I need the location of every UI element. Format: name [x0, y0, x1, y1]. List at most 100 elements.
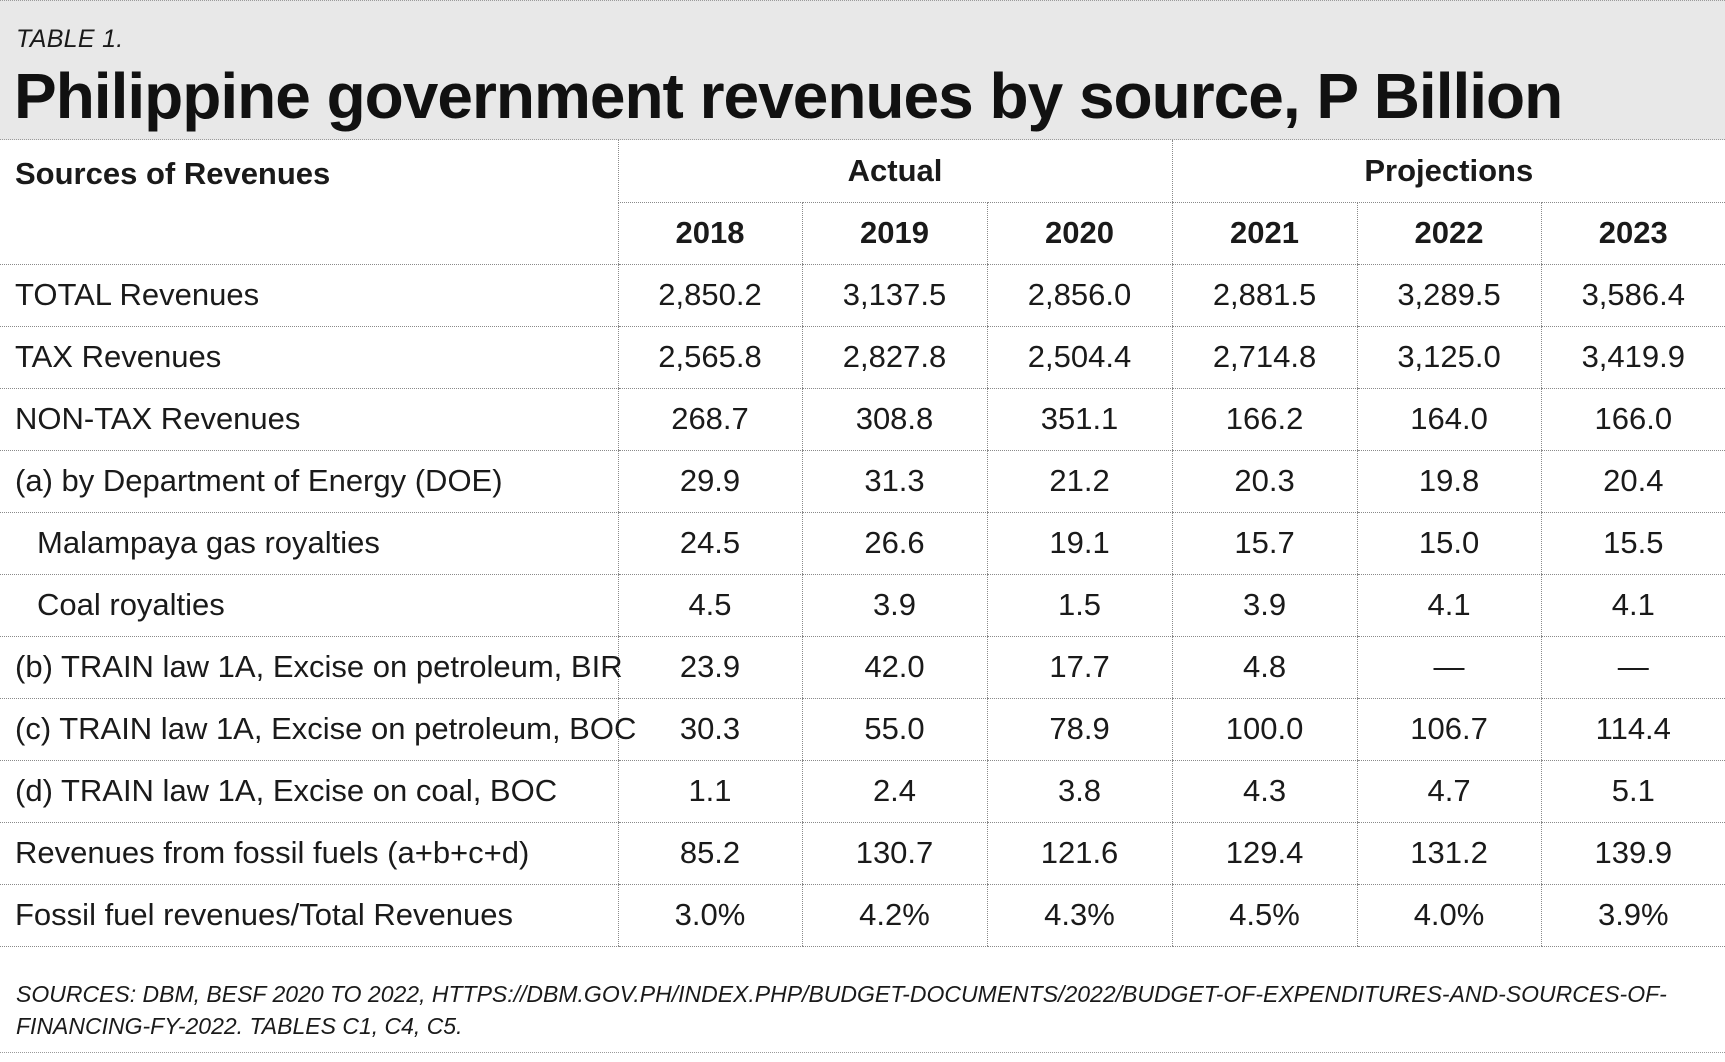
value-cell: 1.1 [617, 760, 802, 823]
value-cell: 4.0% [1356, 884, 1542, 947]
value-cell: 3,586.4 [1540, 264, 1725, 327]
corner-header: Sources of Revenues [0, 140, 618, 265]
value-cell: 166.2 [1171, 388, 1358, 451]
row-label: Malampaya gas royalties [0, 512, 618, 575]
value-cell: — [1540, 636, 1725, 699]
value-cell: 3.8 [986, 760, 1173, 823]
year-header: 2020 [986, 202, 1173, 265]
value-cell: 2,714.8 [1171, 326, 1358, 389]
value-cell: 1.5 [986, 574, 1173, 637]
table-row: Revenues from fossil fuels (a+b+c+d) 85.2… [0, 822, 1725, 885]
value-cell: 2,850.2 [617, 264, 802, 327]
table-row: NON-TAX Revenues 268.7 308.8 351.1 166.2 164.… [0, 388, 1725, 451]
table-row: (a) by Department of Energy (DOE) 29.9 31.… [0, 450, 1725, 513]
value-cell: 19.8 [1356, 450, 1542, 513]
row-label: (a) by Department of Energy (DOE) [0, 450, 618, 513]
value-cell: 15.0 [1356, 512, 1542, 575]
value-cell: 26.6 [801, 512, 987, 575]
value-cell: 121.6 [986, 822, 1173, 885]
value-cell: 3.9 [801, 574, 987, 637]
row-label: Coal royalties [0, 574, 618, 637]
value-cell: — [1356, 636, 1542, 699]
table-row: (c) TRAIN law 1A, Excise on petroleum, B… [0, 698, 1725, 761]
value-cell: 2,856.0 [986, 264, 1173, 327]
year-header: 2022 [1356, 202, 1542, 265]
row-label: TOTAL Revenues [0, 264, 618, 327]
value-cell: 21.2 [986, 450, 1173, 513]
table-row: Malampaya gas royalties 24.5 26.6 19.1 15.7 1… [0, 512, 1725, 575]
value-cell: 3,289.5 [1356, 264, 1542, 327]
value-cell: 3,419.9 [1540, 326, 1725, 389]
row-label: Fossil fuel revenues/Total Revenues [0, 884, 618, 947]
value-cell: 85.2 [617, 822, 802, 885]
value-cell: 29.9 [617, 450, 802, 513]
value-cell: 2,827.8 [801, 326, 987, 389]
value-cell: 166.0 [1540, 388, 1725, 451]
value-cell: 139.9 [1540, 822, 1725, 885]
value-cell: 20.3 [1171, 450, 1358, 513]
value-cell: 4.8 [1171, 636, 1358, 699]
value-cell: 20.4 [1540, 450, 1725, 513]
table-row: (d) TRAIN law 1A, Excise on coal, BOC 1.1… [0, 760, 1725, 823]
value-cell: 268.7 [617, 388, 802, 451]
value-cell: 129.4 [1171, 822, 1358, 885]
revenue-table: Sources of Revenues Actual Projections 2… [0, 140, 1725, 947]
group-header-actual: Actual [617, 140, 1173, 203]
value-cell: 100.0 [1171, 698, 1358, 761]
table-body: TOTAL Revenues 2,850.2 3,137.5 2,856.0 2,881… [0, 264, 1725, 947]
value-cell: 19.1 [986, 512, 1173, 575]
row-label: (d) TRAIN law 1A, Excise on coal, BOC [0, 760, 618, 823]
row-label: (c) TRAIN law 1A, Excise on petroleum, B… [0, 698, 636, 761]
value-cell: 55.0 [801, 698, 987, 761]
page-title: Philippine government revenues by source… [14, 60, 1563, 132]
year-header: 2018 [617, 202, 802, 265]
value-cell: 2,881.5 [1171, 264, 1358, 327]
value-cell: 3.9 [1171, 574, 1358, 637]
title-banner: TABLE 1. Philippine government revenues … [0, 0, 1725, 140]
value-cell: 3,125.0 [1356, 326, 1542, 389]
group-header-projections: Projections [1171, 140, 1725, 203]
year-header: 2019 [801, 202, 987, 265]
value-cell: 4.1 [1356, 574, 1542, 637]
value-cell: 130.7 [801, 822, 987, 885]
value-cell: 4.3% [986, 884, 1173, 947]
source-note: SOURCES: DBM, BESF 2020 TO 2022, HTTPS:/… [16, 981, 1667, 1039]
value-cell: 3.0% [617, 884, 802, 947]
value-cell: 4.2% [801, 884, 987, 947]
value-cell: 23.9 [617, 636, 802, 699]
value-cell: 5.1 [1540, 760, 1725, 823]
value-cell: 308.8 [801, 388, 987, 451]
value-cell: 4.3 [1171, 760, 1358, 823]
value-cell: 17.7 [986, 636, 1173, 699]
value-cell: 114.4 [1540, 698, 1725, 761]
value-cell: 3.9% [1540, 884, 1725, 947]
group-header-row: Sources of Revenues Actual Projections [0, 140, 1725, 265]
value-cell: 351.1 [986, 388, 1173, 451]
row-label: NON-TAX Revenues [0, 388, 618, 451]
value-cell: 15.5 [1540, 512, 1725, 575]
value-cell: 131.2 [1356, 822, 1542, 885]
value-cell: 2,504.4 [986, 326, 1173, 389]
value-cell: 31.3 [801, 450, 987, 513]
value-cell: 164.0 [1356, 388, 1542, 451]
row-label: TAX Revenues [0, 326, 618, 389]
table-row: Coal royalties 4.5 3.9 1.5 3.9 4.1 4.1 [0, 574, 1725, 637]
value-cell: 4.5% [1171, 884, 1358, 947]
row-label: (b) TRAIN law 1A, Excise on petroleum, B… [0, 636, 623, 699]
value-cell: 2.4 [801, 760, 987, 823]
value-cell: 15.7 [1171, 512, 1358, 575]
footer-divider [0, 1052, 1725, 1053]
value-cell: 78.9 [986, 698, 1173, 761]
year-header-row: 2018 2019 2020 2021 2022 2023 [0, 202, 1725, 265]
table-row: TOTAL Revenues 2,850.2 3,137.5 2,856.0 2,881… [0, 264, 1725, 327]
value-cell: 4.1 [1540, 574, 1725, 637]
year-header: 2021 [1171, 202, 1358, 265]
table-label: TABLE 1. [16, 25, 124, 53]
table-row: Fossil fuel revenues/Total Revenues 3.0% 4… [0, 884, 1725, 947]
value-cell: 106.7 [1356, 698, 1542, 761]
value-cell: 30.3 [617, 698, 802, 761]
value-cell: 42.0 [801, 636, 987, 699]
year-header: 2023 [1540, 202, 1725, 265]
value-cell: 24.5 [617, 512, 802, 575]
